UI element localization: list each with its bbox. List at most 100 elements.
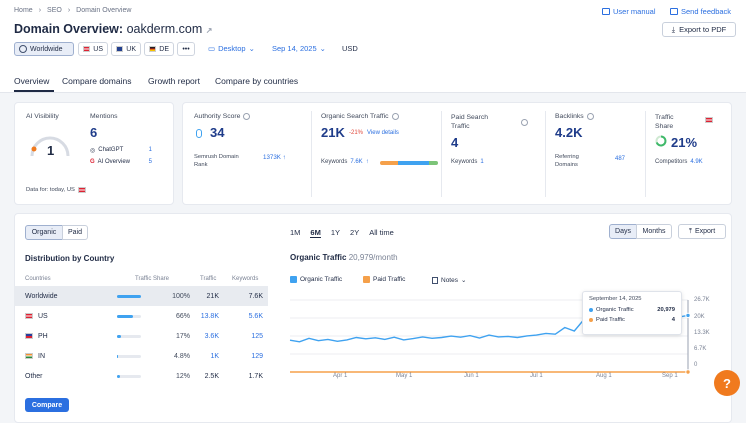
breadcrumb-home[interactable]: Home (14, 7, 33, 14)
ph-flag-icon (25, 333, 33, 339)
worldwide-filter[interactable]: Worldwide (14, 42, 74, 56)
organic-traffic-value[interactable]: 21K (321, 125, 345, 140)
authority-score-value[interactable]: 34 (210, 125, 225, 140)
competitors: Competitors 4.9K (655, 159, 703, 165)
range-all-time[interactable]: All time (369, 228, 394, 237)
authority-score-icon (196, 129, 202, 138)
tooltip-organic-row: Organic Traffic 20,979 (589, 307, 675, 313)
tab-growth-report[interactable]: Growth report (148, 76, 200, 86)
us-flag-icon (705, 117, 713, 123)
compare-button[interactable]: Compare (25, 398, 69, 412)
info-icon[interactable] (521, 119, 528, 126)
help-button[interactable]: ? (714, 370, 740, 396)
chevron-right-icon: › (38, 7, 42, 14)
arrow-up-icon: ↑ (365, 159, 369, 165)
table-row[interactable]: Worldwide 100% 21K 7.6K (14, 286, 268, 306)
table-row[interactable]: PH 17% 3.6K 125 (14, 326, 268, 346)
range-2y[interactable]: 2Y (350, 228, 360, 237)
share-bar (117, 354, 141, 358)
export-pdf-button[interactable]: ⤓ Export to PDF (662, 22, 736, 37)
device-select[interactable]: ▭ Desktop ⌄ (208, 44, 255, 53)
range-selector: 1M 6M 1Y 2Y All time (290, 228, 394, 238)
info-icon[interactable] (586, 113, 594, 120)
upload-icon: ⤒ (688, 227, 692, 235)
semrush-rank-value[interactable]: 1373K ↑ (263, 154, 286, 161)
us-flag-icon (77, 187, 86, 193)
authority-score-label: Authority Score (194, 113, 251, 120)
currency-label: USD (342, 44, 358, 53)
chart-tooltip: September 14, 2025 Organic Traffic 20,97… (582, 291, 682, 335)
keywords-distribution-bar (380, 161, 438, 165)
country-filter-de[interactable]: DE (144, 42, 174, 56)
tab-compare-by-countries[interactable]: Compare by countries (215, 76, 299, 86)
table-row[interactable]: Other 12% 2.5K 1.7K (25, 372, 263, 380)
google-icon: G (90, 159, 95, 165)
info-icon[interactable] (391, 113, 399, 120)
notes-dropdown[interactable]: Notes ⌄ (432, 276, 466, 284)
range-6m[interactable]: 6M (310, 228, 321, 238)
send-feedback-link[interactable]: Send feedback (670, 7, 731, 16)
legend-paid[interactable]: Paid Traffic (363, 276, 405, 283)
hover-point (685, 369, 691, 375)
feedback-icon (670, 8, 678, 15)
tab-compare-domains[interactable]: Compare domains (62, 76, 132, 86)
months-toggle[interactable]: Months (636, 224, 672, 239)
x-tick-label: Apr 1 (333, 373, 348, 379)
referring-domains-value[interactable]: 487 (615, 156, 626, 162)
arrow-up-icon: ↑ (282, 154, 286, 161)
paid-traffic-label: Paid Search Traffic (451, 114, 489, 130)
ai-overview-row: G AI Overview 5 (90, 159, 152, 165)
metric-divider (645, 111, 646, 197)
days-toggle[interactable]: Days (609, 224, 637, 239)
user-manual-link[interactable]: User manual (602, 7, 656, 16)
y-tick-label: 0 (694, 362, 698, 368)
de-flag-icon (149, 46, 157, 52)
range-1y[interactable]: 1Y (330, 228, 341, 237)
ai-visibility-card: AI Visibility 1 Mentions 6 ◎ ChatGPT 1 G… (14, 102, 174, 205)
country-filter-us[interactable]: US (78, 42, 108, 56)
note-icon (432, 276, 438, 284)
ai-visibility-gauge (30, 136, 70, 157)
chevron-down-icon: ⌄ (460, 277, 467, 284)
tab-overview[interactable]: Overview (14, 76, 50, 86)
book-icon (602, 8, 610, 15)
breadcrumb-seo[interactable]: SEO (47, 7, 62, 14)
paid-toggle[interactable]: Paid (62, 225, 88, 240)
range-1m[interactable]: 1M (290, 228, 301, 237)
checkbox-checked-icon (290, 276, 297, 283)
gauge-indicator-dot (31, 146, 37, 152)
date-select[interactable]: Sep 14, 2025 ⌄ (272, 44, 326, 53)
breadcrumb: Home › SEO › Domain Overview (14, 7, 131, 14)
export-chart-button[interactable]: ⤒ Export (678, 224, 726, 239)
monitor-icon: ▭ (208, 44, 216, 53)
ai-visibility-label: AI Visibility (26, 113, 59, 120)
y-tick-label: 13.3K (694, 330, 710, 336)
breadcrumb-current: Domain Overview (76, 7, 132, 14)
traffic-share-value[interactable]: 21% (671, 135, 698, 150)
paid-keywords: Keywords 1 (451, 159, 484, 165)
organic-traffic-change: -21% (349, 130, 364, 136)
dist-header-traffic: Traffic (200, 276, 217, 282)
y-tick-label: 20K (694, 314, 705, 320)
share-bar (117, 294, 141, 298)
backlinks-value[interactable]: 4.2K (555, 125, 583, 140)
external-link-icon[interactable]: ↗ (205, 26, 213, 35)
table-row[interactable]: IN 4.8% 1K 129 (14, 346, 268, 366)
traffic-share-label: Traffic Share (655, 114, 674, 130)
x-tick-label: Aug 1 (596, 373, 612, 379)
us-flag-icon (83, 46, 91, 52)
paid-traffic-value[interactable]: 4 (451, 135, 459, 150)
metric-divider (545, 111, 546, 197)
organic-dot-icon (589, 308, 593, 312)
chatgpt-icon: ◎ (90, 148, 96, 154)
legend-organic[interactable]: Organic Traffic (290, 276, 342, 283)
more-countries-button[interactable]: ••• (177, 42, 195, 56)
checkbox-checked-icon (363, 276, 370, 283)
info-icon[interactable] (243, 113, 251, 120)
table-row[interactable]: US 66% 13.8K 5.6K (14, 306, 268, 326)
domain-name: oakderm.com (126, 22, 203, 36)
view-details-link[interactable]: View details (367, 130, 399, 136)
country-filter-uk[interactable]: UK (111, 42, 141, 56)
mentions-value[interactable]: 6 (90, 125, 98, 140)
organic-toggle[interactable]: Organic (25, 225, 63, 240)
